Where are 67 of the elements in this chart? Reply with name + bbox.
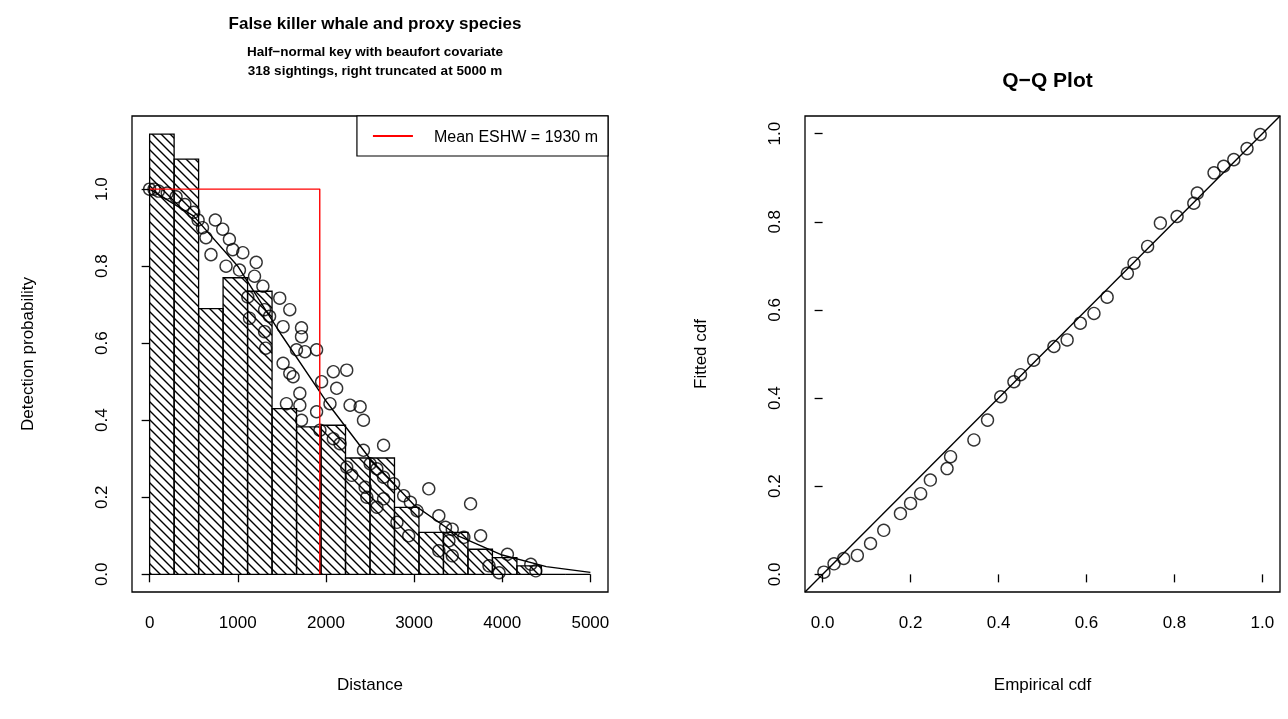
y-tick-label: 0.0 — [92, 562, 111, 587]
point — [1253, 127, 1267, 142]
x-tick-label: 0.0 — [810, 613, 835, 632]
legend-label: Mean ESHW = 1930 m — [433, 127, 599, 145]
point — [893, 506, 908, 521]
x-tick-label: 0 — [144, 613, 155, 632]
chart-title: False killer whale and proxy species — [228, 14, 522, 33]
x-axis-title: Distance — [336, 675, 404, 694]
point — [1187, 196, 1201, 210]
chart-subtitle: Half−normal key with beaufort covariate 318 sightings, right truncated at 5000 m — [246, 44, 504, 78]
y-tick-label: 1.0 — [765, 121, 784, 146]
x-tick-label: 1000 — [218, 613, 257, 632]
x-tick-label: 3000 — [395, 613, 433, 632]
point — [1170, 209, 1184, 224]
y-tick-label: 0.2 — [92, 485, 111, 510]
point — [1217, 159, 1231, 173]
point — [1027, 353, 1041, 367]
point — [837, 551, 851, 566]
point — [994, 390, 1008, 404]
point — [1013, 368, 1028, 382]
y-tick-label: 0.8 — [765, 209, 784, 234]
x-axis-title: Empirical cdf — [993, 675, 1092, 694]
point — [923, 473, 938, 487]
y-tick-label: 0.2 — [765, 474, 784, 499]
point — [1060, 333, 1074, 347]
point — [967, 433, 981, 447]
point — [1207, 166, 1221, 180]
point — [940, 461, 954, 476]
x-tick-label: 0.8 — [1162, 613, 1187, 632]
point — [1227, 152, 1241, 167]
point — [1153, 216, 1168, 230]
chart-title: Q−Q Plot — [1002, 68, 1093, 91]
y-axis-title: Fitted cdf — [691, 318, 710, 389]
point — [903, 496, 918, 511]
y-axis-title: Detection probability — [18, 276, 37, 432]
point — [1073, 316, 1088, 330]
point — [1087, 306, 1101, 321]
y-tick-label: 0.4 — [92, 408, 111, 433]
point — [1240, 141, 1254, 156]
y-tick-label: 0.0 — [765, 562, 784, 587]
point — [863, 536, 878, 551]
point — [1120, 266, 1135, 281]
x-tick-label: 4000 — [483, 613, 522, 632]
point — [913, 487, 928, 501]
point — [827, 557, 841, 571]
y-tick-label: 1.0 — [92, 177, 111, 201]
x-tick-label: 5000 — [571, 613, 610, 632]
point — [1100, 290, 1114, 304]
y-tick-label: 0.8 — [92, 254, 111, 279]
point — [877, 523, 891, 537]
x-tick-label: 1.0 — [1250, 613, 1275, 632]
point — [850, 548, 865, 563]
point — [1007, 375, 1021, 389]
x-tick-label: 0.2 — [898, 613, 923, 632]
y-tick-label: 0.4 — [765, 386, 784, 410]
point — [1047, 339, 1061, 354]
point — [943, 450, 958, 464]
y-tick-label: 0.6 — [765, 298, 784, 322]
x-tick-label: 0.6 — [1074, 613, 1099, 632]
point — [980, 413, 995, 427]
y-tick-label: 0.6 — [92, 331, 111, 356]
point — [1140, 239, 1155, 254]
x-tick-label: 2000 — [307, 613, 345, 632]
point — [1190, 186, 1205, 200]
point — [817, 565, 831, 579]
x-tick-label: 0.4 — [986, 613, 1011, 632]
point — [1127, 256, 1141, 270]
